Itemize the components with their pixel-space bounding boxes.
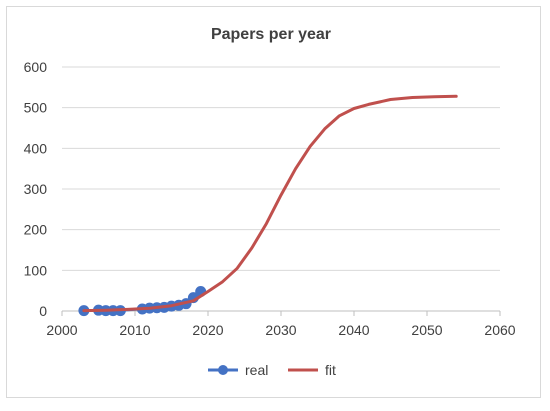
x-tick-label: 2010	[119, 322, 150, 338]
series-layer	[78, 94, 458, 317]
legend-label-fit: fit	[325, 362, 336, 378]
chart-border	[6, 6, 541, 398]
legend-marker-real	[218, 365, 228, 375]
series-line-fit	[82, 94, 458, 313]
axis-layer: 0 100 200 300 400 500 600 2000 2010 2020 2030 2040 2…	[24, 59, 516, 338]
x-tick-label: 2040	[338, 322, 369, 338]
y-tick-label: 200	[24, 222, 48, 238]
legend-item-fit: fit	[288, 362, 336, 378]
legend: real fit	[208, 362, 336, 378]
x-tick-label: 2020	[192, 322, 223, 338]
grid-layer	[62, 66, 500, 271]
y-tick-label: 600	[24, 59, 48, 75]
x-tick-label: 2060	[484, 322, 515, 338]
x-tick-label: 2000	[46, 322, 77, 338]
y-tick-label: 400	[24, 140, 48, 156]
x-tick-label: 2030	[265, 322, 296, 338]
y-tick-label: 500	[24, 100, 48, 116]
y-tick-label: 300	[24, 181, 48, 197]
y-tick-label: 0	[39, 303, 47, 319]
y-tick-label: 100	[24, 262, 48, 278]
legend-item-real: real	[208, 362, 268, 378]
legend-label-real: real	[245, 362, 268, 378]
x-tick-label: 2050	[411, 322, 442, 338]
chart-title: Papers per year	[211, 26, 331, 43]
